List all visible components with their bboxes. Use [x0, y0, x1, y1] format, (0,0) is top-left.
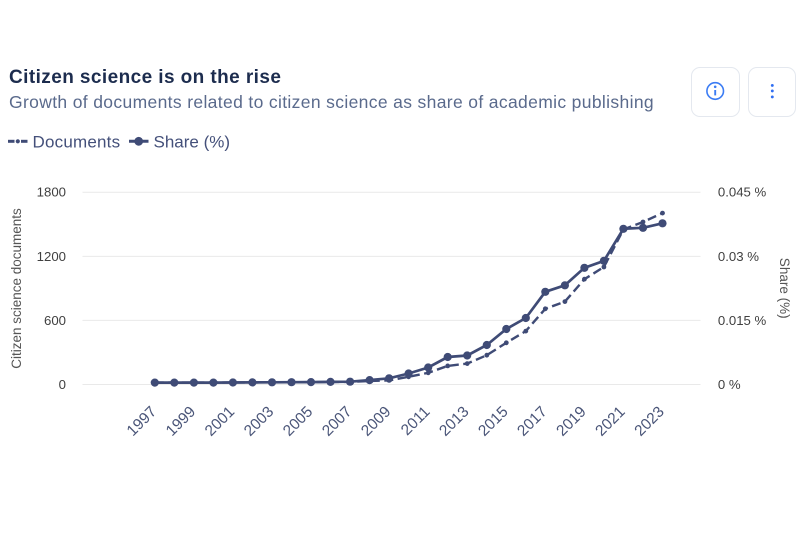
svg-text:2015: 2015 — [475, 403, 511, 439]
svg-text:600: 600 — [44, 313, 66, 328]
svg-text:0.015 %: 0.015 % — [718, 313, 767, 328]
svg-text:0.03 %: 0.03 % — [718, 249, 759, 264]
svg-text:1997: 1997 — [124, 403, 160, 439]
svg-text:0 %: 0 % — [718, 377, 741, 392]
svg-text:2001: 2001 — [202, 403, 238, 439]
svg-text:Documents: Documents — [33, 133, 121, 152]
svg-text:2005: 2005 — [280, 403, 316, 439]
svg-text:2007: 2007 — [319, 403, 355, 439]
svg-text:0: 0 — [59, 377, 66, 392]
svg-text:1200: 1200 — [37, 249, 66, 264]
svg-text:Share (%): Share (%) — [154, 133, 231, 152]
svg-text:1800: 1800 — [37, 185, 66, 200]
svg-text:2009: 2009 — [358, 403, 394, 439]
svg-text:2011: 2011 — [398, 403, 434, 439]
svg-text:Citizen science documents: Citizen science documents — [9, 208, 24, 369]
svg-text:0.045 %: 0.045 % — [718, 185, 767, 200]
svg-text:Share (%): Share (%) — [777, 258, 792, 319]
svg-text:2017: 2017 — [514, 403, 550, 439]
svg-text:2021: 2021 — [592, 403, 628, 439]
svg-text:1999: 1999 — [163, 403, 199, 439]
svg-text:2013: 2013 — [436, 403, 472, 439]
svg-text:2019: 2019 — [553, 403, 589, 439]
svg-text:2003: 2003 — [241, 403, 277, 439]
svg-text:2023: 2023 — [631, 403, 667, 439]
